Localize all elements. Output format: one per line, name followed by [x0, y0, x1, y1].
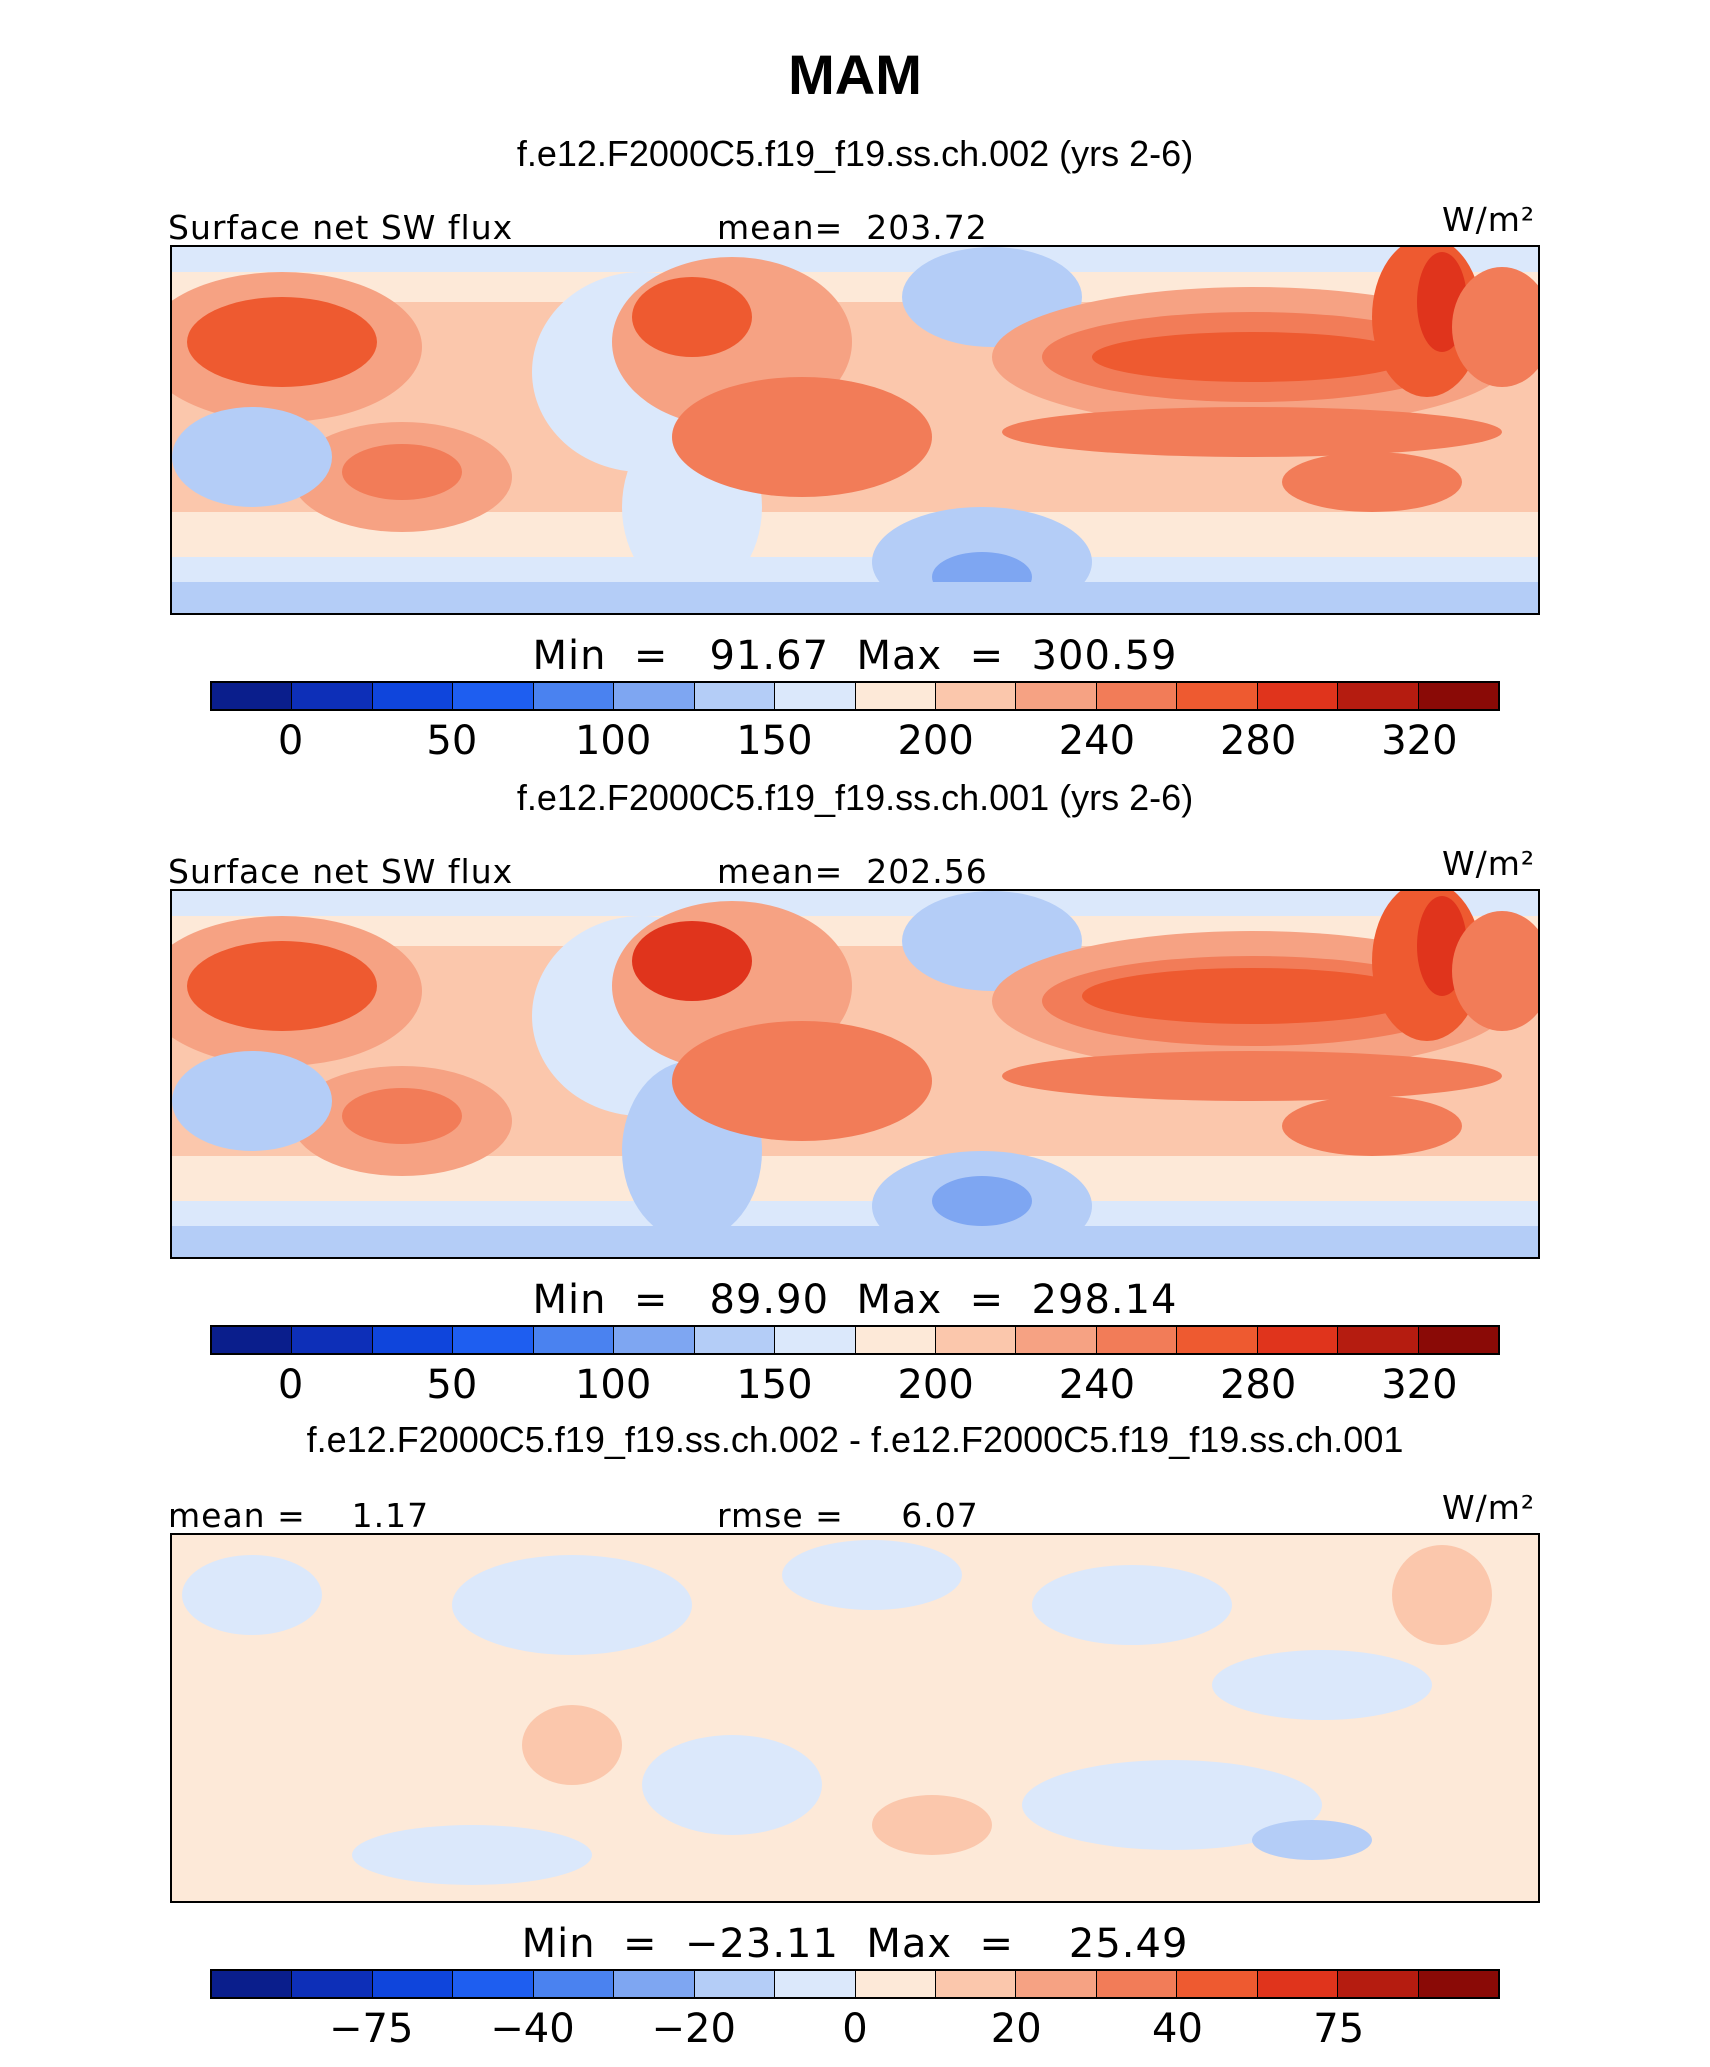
colorbar-tick-label: −75: [329, 2006, 414, 2052]
colorbar-swatch-0: [212, 1327, 293, 1353]
panel-1-min-max: Min = 91.67 Max = 300.59: [532, 633, 1178, 679]
panel-3-mean-label: mean = 1.17: [168, 1496, 430, 1535]
colorbar-swatch-6: [694, 1971, 776, 1997]
colorbar-tick-label: 0: [842, 2006, 868, 2052]
panel-2-colorbar: [210, 1325, 1500, 1355]
colorbar-swatch-15: [1418, 683, 1498, 709]
colorbar-swatch-8: [855, 683, 936, 709]
panel-1-mean-label: mean= 203.72: [717, 208, 988, 247]
colorbar-swatch-13: [1257, 1971, 1339, 1997]
colorbar-swatch-4: [533, 1327, 615, 1353]
colorbar-swatch-9: [935, 1971, 1017, 1997]
panel-1-colorbar-ticks: 0 50 100 150 200 240 280 320: [210, 718, 1500, 768]
colorbar-swatch-5: [614, 1327, 695, 1353]
panel-3-min-max: Min = −23.11 Max = 25.49: [521, 1921, 1189, 1967]
panel-2-map: [170, 889, 1540, 1259]
panel-3-colorbar: [210, 1969, 1500, 1999]
colorbar-swatch-12: [1177, 1971, 1258, 1997]
colorbar-swatch-10: [1016, 683, 1097, 709]
colorbar-swatch-8: [855, 1327, 936, 1353]
colorbar-swatch-2: [372, 683, 454, 709]
colorbar-tick-label: 75: [1313, 2006, 1365, 2052]
colorbar-swatch-9: [935, 683, 1017, 709]
colorbar-swatch-15: [1418, 1327, 1498, 1353]
panel-1-title: f.e12.F2000C5.f19_f19.ss.ch.002 (yrs 2-6…: [516, 133, 1194, 174]
colorbar-swatch-7: [775, 1971, 856, 1997]
panel-2-colorbar-ticks: 0 50 100 150 200 240 280 320: [210, 1362, 1500, 1412]
colorbar-tick-label: 320: [1381, 1362, 1458, 1408]
colorbar-swatch-6: [694, 683, 776, 709]
colorbar-swatch-7: [775, 1327, 856, 1353]
colorbar-swatch-7: [775, 683, 856, 709]
panel-2-units-label: W/m²: [1442, 844, 1536, 883]
colorbar-swatch-3: [453, 683, 534, 709]
panel-1-map: [170, 245, 1540, 615]
colorbar-tick-label: 200: [897, 718, 974, 764]
colorbar-swatch-11: [1096, 1971, 1178, 1997]
colorbar-tick-label: 100: [574, 1362, 652, 1408]
panel-3-contour-field: [172, 1535, 1538, 1901]
panel-1-units-label: W/m²: [1442, 200, 1536, 239]
colorbar-swatch-6: [694, 1327, 776, 1353]
colorbar-swatch-14: [1338, 1971, 1419, 1997]
panel-3-map: [170, 1533, 1540, 1903]
figure-title: MAM: [788, 43, 922, 106]
colorbar-tick-label: 280: [1219, 718, 1297, 764]
colorbar-swatch-5: [614, 1971, 695, 1997]
colorbar-swatch-14: [1338, 1327, 1419, 1353]
colorbar-swatch-0: [212, 683, 293, 709]
colorbar-tick-label: 240: [1058, 718, 1136, 764]
colorbar-tick-label: 150: [736, 1362, 813, 1408]
colorbar-tick-label: 50: [426, 718, 478, 764]
colorbar-swatch-5: [614, 683, 695, 709]
panel-1-colorbar: [210, 681, 1500, 711]
colorbar-swatch-2: [372, 1327, 454, 1353]
colorbar-tick-label: 200: [897, 1362, 974, 1408]
colorbar-tick-label: 240: [1058, 1362, 1136, 1408]
colorbar-swatch-15: [1418, 1971, 1498, 1997]
panel-3-units-label: W/m²: [1442, 1488, 1536, 1527]
colorbar-swatch-12: [1177, 683, 1258, 709]
panel-2-title: f.e12.F2000C5.f19_f19.ss.ch.001 (yrs 2-6…: [516, 777, 1194, 818]
panel-3-title: f.e12.F2000C5.f19_f19.ss.ch.002 - f.e12.…: [306, 1419, 1404, 1460]
colorbar-swatch-12: [1177, 1327, 1258, 1353]
colorbar-swatch-14: [1338, 683, 1419, 709]
colorbar-swatch-13: [1257, 683, 1339, 709]
colorbar-tick-label: 0: [277, 1362, 304, 1408]
colorbar-tick-label: 280: [1219, 1362, 1297, 1408]
panel-3-rmse-label: rmse = 6.07: [717, 1496, 979, 1535]
colorbar-swatch-8: [855, 1971, 936, 1997]
colorbar-swatch-9: [935, 1327, 1017, 1353]
colorbar-tick-label: 20: [990, 2006, 1042, 2052]
colorbar-tick-label: 50: [426, 1362, 478, 1408]
colorbar-swatch-10: [1016, 1327, 1097, 1353]
colorbar-swatch-3: [453, 1327, 534, 1353]
panel-3-colorbar-ticks: −75 −40 −20 0 20 40 75: [210, 2006, 1500, 2056]
panel-2-min-max: Min = 89.90 Max = 298.14: [532, 1277, 1178, 1323]
colorbar-tick-label: 0: [277, 718, 304, 764]
colorbar-tick-label: 150: [736, 718, 813, 764]
colorbar-swatch-0: [212, 1971, 293, 1997]
colorbar-tick-label: 40: [1152, 2006, 1203, 2052]
colorbar-swatch-1: [292, 683, 373, 709]
panel-2-variable-label: Surface net SW flux: [168, 852, 514, 891]
colorbar-swatch-1: [292, 1327, 373, 1353]
panel-2-mean-label: mean= 202.56: [717, 852, 988, 891]
panel-1-contour-field: [172, 247, 1538, 613]
colorbar-tick-label: −20: [651, 2006, 736, 2052]
colorbar-swatch-4: [533, 683, 615, 709]
colorbar-swatch-11: [1096, 1327, 1178, 1353]
colorbar-swatch-3: [453, 1971, 534, 1997]
colorbar-tick-label: 320: [1381, 718, 1458, 764]
colorbar-tick-label: −40: [490, 2006, 575, 2052]
colorbar-swatch-10: [1016, 1971, 1097, 1997]
colorbar-swatch-13: [1257, 1327, 1339, 1353]
colorbar-tick-label: 100: [574, 718, 652, 764]
colorbar-swatch-1: [292, 1971, 373, 1997]
panel-2-contour-field: [172, 891, 1538, 1257]
panel-1-variable-label: Surface net SW flux: [168, 208, 514, 247]
colorbar-swatch-11: [1096, 683, 1178, 709]
colorbar-swatch-4: [533, 1971, 615, 1997]
colorbar-swatch-2: [372, 1971, 454, 1997]
